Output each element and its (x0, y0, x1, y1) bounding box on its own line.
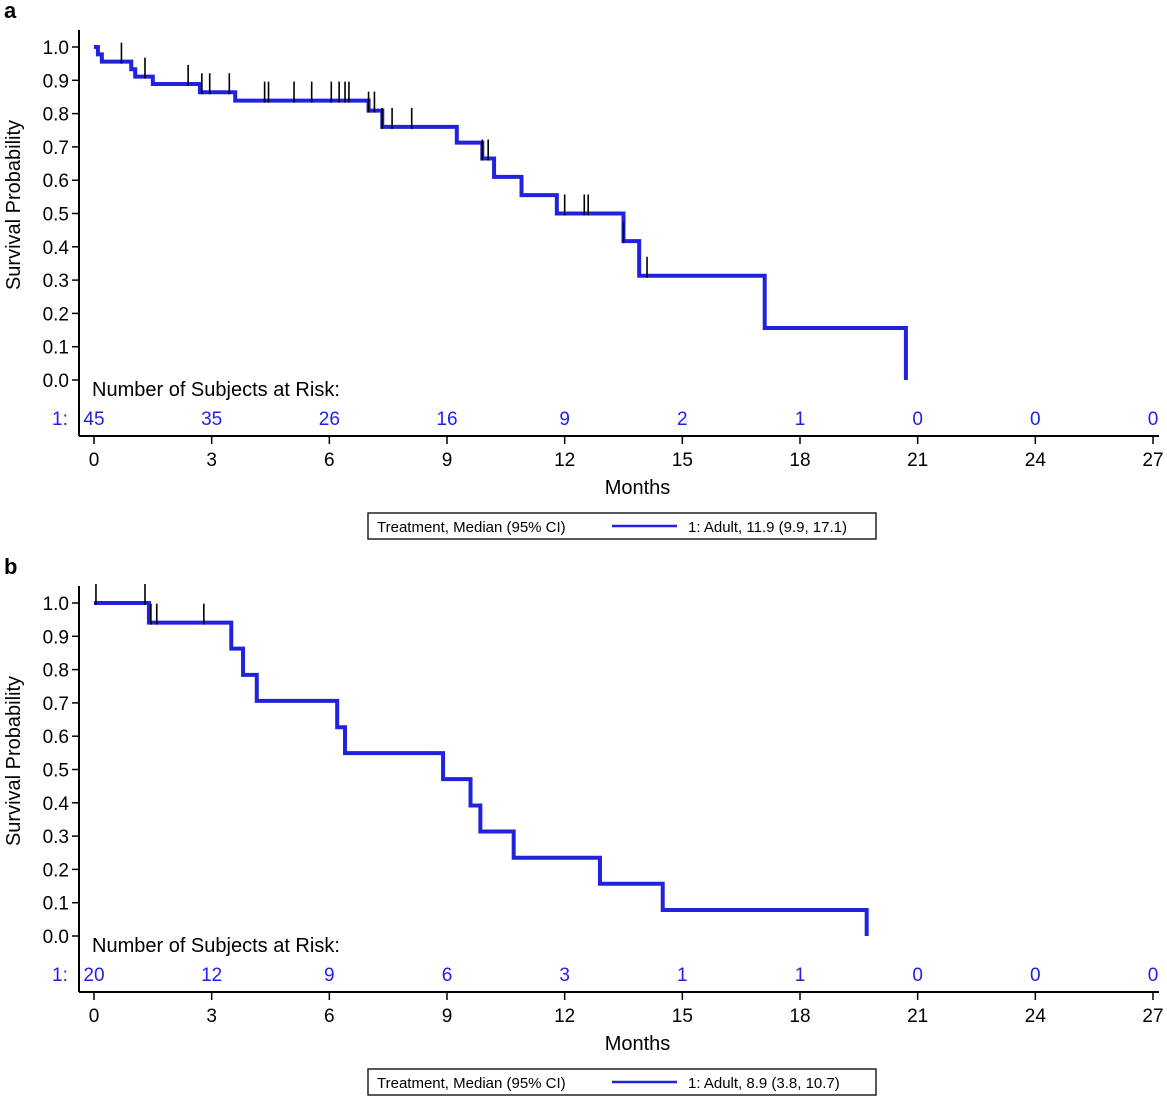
y-tick-label: 0.2 (43, 860, 69, 881)
y-tick-label: 0.9 (43, 627, 69, 648)
x-tick-label: 18 (789, 1006, 810, 1027)
risk-count: 0 (912, 965, 923, 986)
risk-count: 20 (83, 965, 104, 986)
y-tick-label: 0.9 (43, 71, 69, 92)
legend-entry: 1: Adult, 11.9 (9.9, 17.1) (688, 519, 847, 536)
y-tick-label: 0.0 (43, 371, 69, 392)
km-panel-a: a 0.0 0.1 0.2 0.3 0.4 0.5 0.6 0.7 0.8 0.9 1.0 0 3 6 9 12… (0, 0, 1167, 548)
risk-count: 1 (677, 965, 688, 986)
y-tick-label: 0.5 (43, 205, 69, 226)
risk-count: 26 (319, 409, 340, 430)
y-tick-label: 0.4 (43, 794, 70, 815)
x-tick-label: 18 (789, 450, 810, 471)
y-tick-label: 0.2 (43, 304, 69, 325)
y-tick-label: 0.4 (43, 238, 70, 259)
x-tick-label: 9 (442, 1006, 453, 1027)
y-tick-label: 0.5 (43, 761, 69, 782)
risk-row-label: 1: (52, 965, 68, 986)
survival-curve (94, 45, 908, 380)
risk-count: 2 (677, 409, 688, 430)
y-tick-label: 0.0 (43, 927, 69, 948)
survival-curve (94, 601, 869, 936)
y-tick-label: 0.6 (43, 171, 69, 192)
y-axis-label: Survival Probability (3, 120, 25, 290)
risk-count: 35 (201, 409, 222, 430)
y-tick-label: 0.1 (43, 338, 69, 359)
y-tick-label: 0.8 (43, 105, 69, 126)
km-panel-b: b 0.0 0.1 0.2 0.3 0.4 0.5 0.6 0.7 0.8 0.9 1.0 0 3 6 9 12… (0, 556, 1167, 1103)
risk-count: 3 (559, 965, 570, 986)
risk-count: 16 (436, 409, 457, 430)
x-tick-label: 15 (672, 450, 693, 471)
legend-header: Treatment, Median (95% CI) (377, 1075, 566, 1092)
x-tick-label: 12 (554, 450, 575, 471)
y-tick-label: 0.8 (43, 661, 69, 682)
x-tick-label: 24 (1025, 1006, 1047, 1027)
risk-count: 0 (912, 409, 923, 430)
y-tick-label: 1.0 (43, 38, 69, 59)
y-tick-label: 0.1 (43, 894, 69, 915)
x-tick-label: 0 (89, 450, 100, 471)
legend-entry: 1: Adult, 8.9 (3.8, 10.7) (688, 1075, 840, 1092)
x-tick-label: 6 (324, 450, 335, 471)
risk-row-label: 1: (52, 409, 68, 430)
km-chart-svg: b0.00.10.20.30.40.50.60.70.80.91.00 3 6 9 12… (3, 556, 1164, 1096)
risk-table-title: Number of Subjects at Risk: (92, 379, 340, 401)
y-tick-label: 0.7 (43, 138, 69, 159)
x-tick-label: 9 (442, 450, 453, 471)
risk-count: 0 (1030, 409, 1041, 430)
risk-count: 9 (324, 965, 335, 986)
legend-header: Treatment, Median (95% CI) (377, 519, 566, 536)
panel-label: a (4, 0, 17, 23)
y-tick-label: 0.6 (43, 727, 69, 748)
risk-table-title: Number of Subjects at Risk: (92, 935, 340, 957)
y-tick-label: 0.3 (43, 271, 69, 292)
risk-count: 0 (1148, 965, 1159, 986)
risk-count: 12 (201, 965, 222, 986)
x-tick-label: 6 (324, 1006, 335, 1027)
y-axis-label: Survival Probability (3, 676, 25, 846)
risk-count: 1 (795, 965, 806, 986)
x-tick-label: 27 (1142, 1006, 1163, 1027)
x-tick-label: 27 (1142, 450, 1163, 471)
x-tick-label: 24 (1025, 450, 1047, 471)
y-tick-label: 0.7 (43, 694, 69, 715)
x-tick-label: 3 (206, 1006, 217, 1027)
risk-count: 0 (1148, 409, 1159, 430)
panel-label: b (4, 556, 17, 579)
x-tick-label: 21 (907, 450, 928, 471)
x-tick-label: 21 (907, 1006, 928, 1027)
risk-count: 9 (559, 409, 570, 430)
x-axis-label: Months (605, 477, 671, 499)
risk-count: 45 (83, 409, 104, 430)
y-tick-label: 1.0 (43, 594, 69, 615)
risk-count: 0 (1030, 965, 1041, 986)
x-tick-label: 15 (672, 1006, 693, 1027)
x-tick-label: 12 (554, 1006, 575, 1027)
y-tick-label: 0.3 (43, 827, 69, 848)
x-axis-label: Months (605, 1033, 671, 1055)
risk-count: 1 (795, 409, 806, 430)
km-chart-svg: a0.00.10.20.30.40.50.60.70.80.91.00 3 6 9 12… (3, 0, 1164, 540)
x-tick-label: 3 (206, 450, 217, 471)
risk-count: 6 (442, 965, 453, 986)
x-tick-label: 0 (89, 1006, 100, 1027)
